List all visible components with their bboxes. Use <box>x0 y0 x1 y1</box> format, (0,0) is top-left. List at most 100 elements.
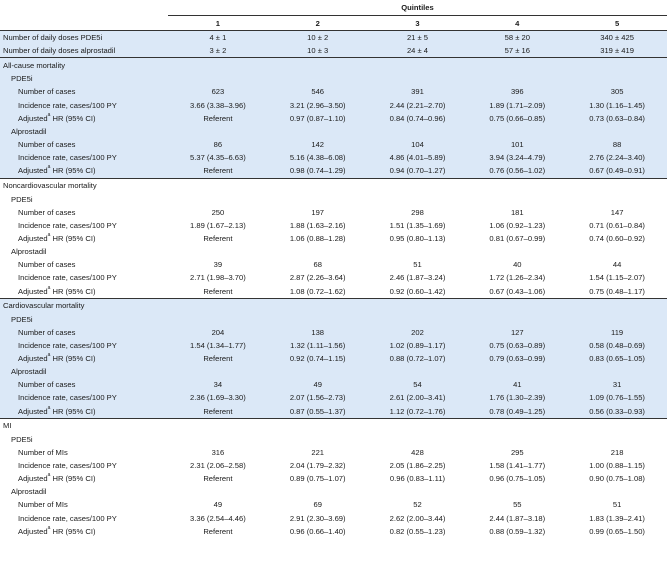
table-cell: 2.62 (2.00–3.44) <box>389 513 446 523</box>
group-title: PDE5i <box>11 194 33 204</box>
empty-cell <box>467 245 567 258</box>
table-cell: 428 <box>411 447 424 457</box>
table-cell: 44 <box>612 260 622 270</box>
group-title: Alprostadil <box>0 365 168 379</box>
quintiles-header: Quintiles <box>168 0 667 16</box>
empty-cell <box>267 365 368 379</box>
table-cell: 1.89 (1.67–2.13) <box>190 220 246 230</box>
table-cell: 39 <box>213 260 223 270</box>
row-label: Adjusteda HR (95% CI) <box>0 232 168 245</box>
row-label-text: Adjusted <box>18 354 48 364</box>
table-cell: 623 <box>168 85 268 99</box>
empty-cell <box>168 124 268 138</box>
table-row: PDE5i <box>0 193 667 206</box>
table-cell: Referent <box>168 111 268 125</box>
table-cell: 1.08 (0.72–1.62) <box>289 286 346 296</box>
row-label: Number of daily doses PDE5i <box>0 30 168 45</box>
table-cell: 1.76 (1.30–2.39) <box>467 391 568 405</box>
header-blank <box>0 0 168 16</box>
table-cell: 138 <box>267 325 368 339</box>
row-label: Adjusteda HR (95% CI) <box>0 111 168 125</box>
table-cell: 2.05 (1.86–2.25) <box>389 461 446 471</box>
row-label-text: Adjusted <box>18 474 48 484</box>
table-cell: 1.89 (1.71–2.09) <box>467 98 568 112</box>
table-cell: 3.66 (3.38–3.96) <box>168 98 268 112</box>
table-row: Adjusteda HR (95% CI) Referent 0.97 (0.87–… <box>0 111 667 125</box>
table-cell: 2.04 (1.79–2.32) <box>289 461 346 471</box>
row-label: Adjusteda HR (95% CI) <box>0 404 168 419</box>
empty-cell <box>168 245 268 258</box>
empty-cell <box>367 177 468 193</box>
empty-cell <box>267 177 368 193</box>
table-cell: 0.75 (0.48–1.17) <box>589 286 645 296</box>
table-cell: 250 <box>211 207 225 217</box>
table-cell: 10 ± 3 <box>267 44 368 58</box>
table-cell: 0.56 (0.33–0.93) <box>567 404 667 419</box>
table-row: PDE5i <box>0 72 667 86</box>
quintile-number: 5 <box>567 15 667 31</box>
empty-cell <box>267 57 368 73</box>
table-cell: 2.44 (2.21–2.70) <box>367 98 468 112</box>
quintile-number: 4 <box>467 15 568 31</box>
row-label-text-rest: HR (95% CI) <box>50 406 96 416</box>
row-label: Incidence rate, cases/100 PY <box>0 219 168 232</box>
empty-cell <box>467 124 568 138</box>
table-cell: 0.71 (0.61–0.84) <box>589 220 645 230</box>
empty-cell <box>168 365 268 379</box>
table-cell: 298 <box>411 207 424 217</box>
empty-cell <box>467 177 568 193</box>
table-cell: 51 <box>612 500 622 510</box>
table-cell: 202 <box>367 325 468 339</box>
section-title: All-cause mortality <box>0 57 168 73</box>
table-row: PDE5i <box>0 433 667 446</box>
table-cell: 0.89 (0.75–1.07) <box>289 474 346 484</box>
table-cell: 2.07 (1.56–2.73) <box>267 391 368 405</box>
quintile-number: 2 <box>267 15 368 31</box>
row-label-text: Incidence rate, cases/100 PY <box>18 153 117 163</box>
table-cell: 1.58 (1.41–1.77) <box>489 461 546 471</box>
table-cell: 1.54 (1.15–2.07) <box>589 273 645 283</box>
group-title: Alprostadil <box>11 487 47 497</box>
table-cell: 0.96 (0.75–1.05) <box>489 474 546 484</box>
table-cell: 1.72 (1.26–2.34) <box>489 273 546 283</box>
table-cell: 0.92 (0.74–1.15) <box>267 352 368 366</box>
table-cell: 316 <box>211 447 225 457</box>
table-cell: Referent <box>168 352 268 366</box>
table-row: Incidence rate, cases/100 PY 3.66 (3.38–3… <box>0 98 667 112</box>
table-cell: 1.30 (1.16–1.45) <box>567 98 667 112</box>
empty-cell <box>368 433 468 446</box>
row-label-text-rest: HR (95% CI) <box>50 286 96 296</box>
table-cell: 295 <box>510 447 524 457</box>
table-row: Incidence rate, cases/100 PY 2.36 (1.69–3… <box>0 391 667 405</box>
empty-cell <box>267 72 368 86</box>
empty-cell <box>467 312 568 326</box>
table-cell: 1.06 (0.88–1.28) <box>289 233 346 243</box>
empty-cell <box>368 193 468 206</box>
empty-cell <box>567 433 667 446</box>
table-row: Number of cases 204 138 202 127 119 <box>0 325 667 339</box>
empty-cell <box>467 365 568 379</box>
table-cell: 68 <box>313 260 322 270</box>
table-cell: 0.67 (0.49–0.91) <box>567 164 667 178</box>
row-label: Adjusteda HR (95% CI) <box>0 525 168 538</box>
table-cell: 127 <box>467 325 568 339</box>
table-cell: 221 <box>311 447 325 457</box>
table-cell: 1.00 (0.88–1.15) <box>589 461 645 471</box>
empty-cell <box>368 245 468 258</box>
table-cell: 58 ± 20 <box>467 30 568 45</box>
table-cell: Referent <box>203 286 233 296</box>
empty-cell <box>567 485 667 498</box>
table-cell: 0.92 (0.60–1.42) <box>389 286 446 296</box>
row-label-text: Number of cases <box>18 140 76 150</box>
table-cell: 0.67 (0.43–1.06) <box>489 286 546 296</box>
table-row: Incidence rate, cases/100 PY 1.54 (1.34–1… <box>0 338 667 352</box>
row-label: Number of cases <box>0 137 168 152</box>
row-label: Incidence rate, cases/100 PY <box>0 459 168 472</box>
table-cell: 0.88 (0.72–1.07) <box>367 352 468 366</box>
row-label-text: Number of cases <box>18 327 76 337</box>
empty-cell <box>467 485 567 498</box>
empty-cell <box>567 365 667 379</box>
empty-cell <box>367 417 468 433</box>
empty-cell <box>367 124 468 138</box>
header-blank <box>0 15 168 31</box>
